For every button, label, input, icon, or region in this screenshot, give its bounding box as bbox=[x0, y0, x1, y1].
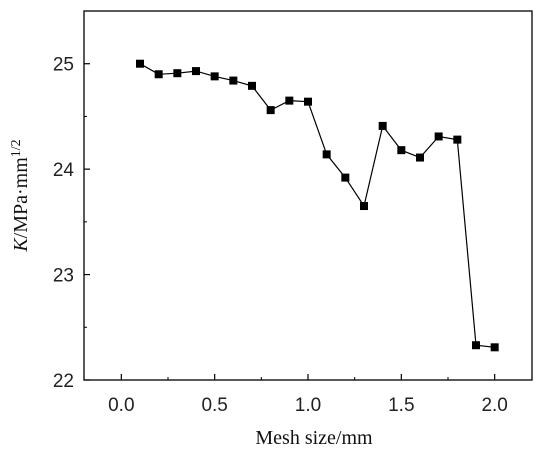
plot-frame bbox=[83, 10, 533, 381]
data-point bbox=[472, 341, 480, 350]
data-point bbox=[304, 97, 312, 106]
y-axis-title: K/MPa·mm1/2 bbox=[9, 139, 33, 252]
x-tick-label: 1.5 bbox=[388, 395, 414, 416]
y-axis-symbol: K bbox=[10, 237, 32, 253]
y-tick-label: 22 bbox=[53, 371, 74, 392]
x-axis: 0.0 0.5 1.0 1.5 2.0 bbox=[108, 374, 508, 416]
series-line bbox=[139, 63, 495, 348]
data-point bbox=[453, 135, 462, 144]
data-point bbox=[136, 59, 144, 68]
data-point bbox=[434, 132, 443, 141]
data-point bbox=[378, 121, 387, 130]
data-point bbox=[266, 106, 275, 115]
data-point bbox=[210, 72, 219, 81]
x-tick-label: 0.0 bbox=[108, 395, 134, 416]
data-point bbox=[416, 153, 424, 162]
y-axis-unit: /MPa·mm bbox=[10, 157, 32, 239]
data-point bbox=[397, 146, 406, 155]
data-point bbox=[173, 69, 182, 78]
y-axis: 22 23 24 25 bbox=[53, 10, 90, 392]
y-tick-label: 23 bbox=[53, 266, 74, 287]
y-tick-label: 25 bbox=[53, 55, 74, 76]
plot-area bbox=[83, 10, 533, 381]
data-point bbox=[192, 67, 200, 76]
data-point bbox=[322, 150, 331, 159]
x-tick-label: 0.5 bbox=[201, 395, 227, 416]
data-point bbox=[490, 343, 499, 352]
data-point bbox=[248, 81, 256, 90]
data-point bbox=[229, 76, 238, 85]
x-tick-label: 1.0 bbox=[295, 395, 321, 416]
series-layer bbox=[136, 59, 499, 352]
x-tick-label: 2.0 bbox=[481, 395, 507, 416]
y-tick-label: 24 bbox=[53, 160, 75, 181]
data-point bbox=[341, 173, 350, 182]
data-point bbox=[285, 96, 294, 105]
data-point bbox=[360, 202, 368, 211]
data-point bbox=[154, 70, 163, 79]
y-axis-exponent: 1/2 bbox=[9, 139, 24, 157]
x-axis-title: Mesh size/mm bbox=[255, 427, 373, 449]
